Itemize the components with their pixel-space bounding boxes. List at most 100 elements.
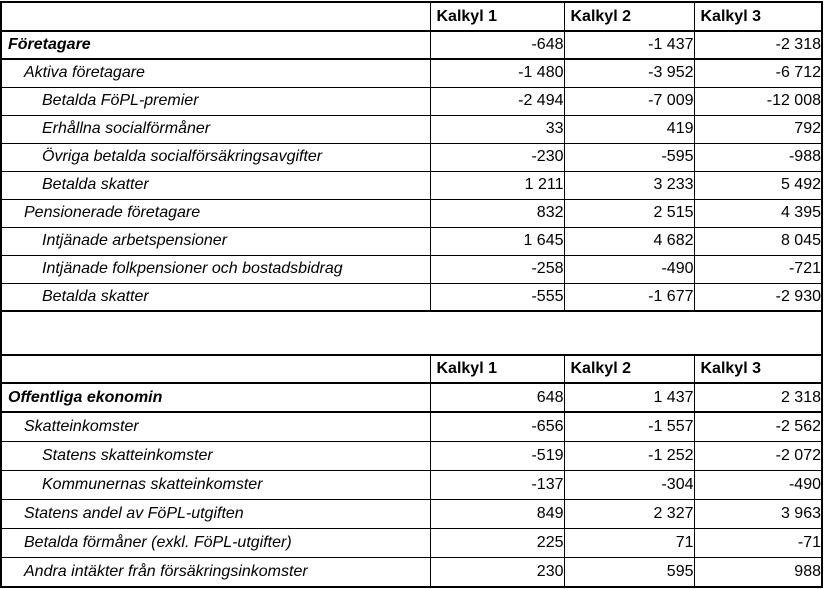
offentliga-ekonomin-table: Kalkyl 1 Kalkyl 2 Kalkyl 3 Offentliga ek…: [2, 354, 821, 586]
row-label: Betalda skatter: [42, 176, 149, 193]
value-cell: -721: [693, 255, 821, 283]
row-label: Pensionerade företagare: [24, 204, 201, 221]
row-label: Statens andel av FöPL-utgiften: [24, 504, 244, 522]
table-row: Betalda skatter -555 -1 677 -2 930: [2, 283, 821, 311]
table-row: Betalda FöPL-premier -2 494 -7 009 -12 008: [2, 87, 821, 115]
table-row: Offentliga ekonomin 648 1 437 2 318: [2, 383, 821, 412]
value-cell: 419: [563, 115, 694, 143]
column-header-kalkyl-2: Kalkyl 2: [563, 3, 694, 32]
value-cell: -230: [429, 143, 564, 171]
value-cell: 33: [429, 115, 564, 143]
column-header-kalkyl-1: Kalkyl 1: [429, 355, 564, 384]
corner-cell: [2, 3, 430, 32]
row-label: Offentliga ekonomin: [8, 388, 163, 406]
table-row: Intjänade arbetspensioner 1 645 4 682 8 045: [2, 227, 821, 255]
column-header-kalkyl-3: Kalkyl 3: [693, 3, 821, 32]
header-row: Kalkyl 1 Kalkyl 2 Kalkyl 3: [2, 355, 821, 384]
value-cell: 1 437: [563, 383, 694, 412]
row-label: Företagare: [8, 36, 91, 53]
row-label: Kommunernas skatteinkomster: [42, 475, 263, 493]
value-cell: -648: [429, 31, 564, 59]
row-label: Andra intäkter från försäkringsinkomster: [24, 562, 308, 580]
row-label: Intjänade arbetspensioner: [42, 232, 228, 249]
table-row: Erhållna socialförmåner 33 419 792: [2, 115, 821, 143]
value-cell: -656: [429, 412, 564, 441]
value-cell: 2 515: [563, 199, 694, 227]
row-label: Aktiva företagare: [24, 64, 145, 82]
spacer-row: [2, 312, 821, 354]
value-cell: 792: [693, 115, 821, 143]
foretagare-table: Kalkyl 1 Kalkyl 2 Kalkyl 3 Företagare -64…: [2, 3, 821, 312]
value-cell: -6 712: [693, 59, 821, 87]
row-label: Statens skatteinkomster: [42, 446, 213, 464]
row-label: Intjänade folkpensioner och bostadsbidra…: [42, 260, 343, 277]
column-header-kalkyl-1: Kalkyl 1: [429, 3, 564, 32]
value-cell: -2 562: [693, 412, 821, 441]
value-cell: 3 963: [693, 499, 821, 528]
value-cell: 832: [429, 199, 564, 227]
table-row: Statens andel av FöPL-utgiften 849 2 327 3 …: [2, 499, 821, 528]
row-label: Betalda FöPL-premier: [42, 92, 199, 109]
value-cell: -1 480: [429, 59, 564, 87]
table-row: Skatteinkomster -656 -1 557 -2 562: [2, 412, 821, 441]
value-cell: -12 008: [693, 87, 821, 115]
value-cell: -137: [429, 470, 564, 499]
value-cell: 849: [429, 499, 564, 528]
value-cell: -2 930: [693, 283, 821, 311]
value-cell: 2 327: [563, 499, 694, 528]
table-row: Företagare -648 -1 437 -2 318: [2, 31, 821, 59]
value-cell: 988: [693, 557, 821, 586]
corner-cell: [2, 355, 430, 384]
value-cell: -258: [429, 255, 564, 283]
row-label: Skatteinkomster: [24, 417, 139, 435]
value-cell: -2 318: [693, 31, 821, 59]
value-cell: 3 233: [563, 171, 694, 199]
table-row: Kommunernas skatteinkomster -137 -304 -490: [2, 470, 821, 499]
value-cell: -7 009: [563, 87, 694, 115]
value-cell: -1 252: [563, 441, 694, 470]
value-cell: -304: [563, 470, 694, 499]
column-header-kalkyl-3: Kalkyl 3: [693, 355, 821, 384]
value-cell: 71: [563, 528, 694, 557]
value-cell: -1 557: [563, 412, 694, 441]
value-cell: -2 072: [693, 441, 821, 470]
column-header-kalkyl-2: Kalkyl 2: [563, 355, 694, 384]
value-cell: -519: [429, 441, 564, 470]
row-label: Erhållna socialförmåner: [42, 120, 211, 137]
value-cell: -988: [693, 143, 821, 171]
table-row: Intjänade folkpensioner och bostadsbidra…: [2, 255, 821, 283]
value-cell: -3 952: [563, 59, 694, 87]
value-cell: 1 211: [429, 171, 564, 199]
value-cell: -1 677: [563, 283, 694, 311]
value-cell: 1 645: [429, 227, 564, 255]
value-cell: 595: [563, 557, 694, 586]
value-cell: 230: [429, 557, 564, 586]
value-cell: 4 682: [563, 227, 694, 255]
table-row: Andra intäkter från försäkringsinkomster…: [2, 557, 821, 586]
value-cell: 8 045: [693, 227, 821, 255]
value-cell: -2 494: [429, 87, 564, 115]
row-label: Betalda förmåner (exkl. FöPL-utgifter): [24, 533, 292, 551]
header-row: Kalkyl 1 Kalkyl 2 Kalkyl 3: [2, 3, 821, 32]
value-cell: -1 437: [563, 31, 694, 59]
table-row: Pensionerade företagare 832 2 515 4 395: [2, 199, 821, 227]
row-label: Betalda skatter: [42, 287, 149, 305]
row-label: Övriga betalda socialförsäkringsavgifter: [42, 148, 323, 165]
value-cell: 4 395: [693, 199, 821, 227]
table-row: Betalda skatter 1 211 3 233 5 492: [2, 171, 821, 199]
value-cell: -555: [429, 283, 564, 311]
table-row: Aktiva företagare -1 480 -3 952 -6 712: [2, 59, 821, 87]
foretagare-table-body: Företagare -648 -1 437 -2 318 Aktiva företag…: [2, 31, 821, 311]
value-cell: -490: [563, 255, 694, 283]
value-cell: 2 318: [693, 383, 821, 412]
value-cell: -490: [693, 470, 821, 499]
value-cell: 225: [429, 528, 564, 557]
table-row: Betalda förmåner (exkl. FöPL-utgifter) 22…: [2, 528, 821, 557]
value-cell: -595: [563, 143, 694, 171]
value-cell: 5 492: [693, 171, 821, 199]
table-row: Statens skatteinkomster -519 -1 252 -2 072: [2, 441, 821, 470]
value-cell: 648: [429, 383, 564, 412]
table-row: Övriga betalda socialförsäkringsavgifter…: [2, 143, 821, 171]
